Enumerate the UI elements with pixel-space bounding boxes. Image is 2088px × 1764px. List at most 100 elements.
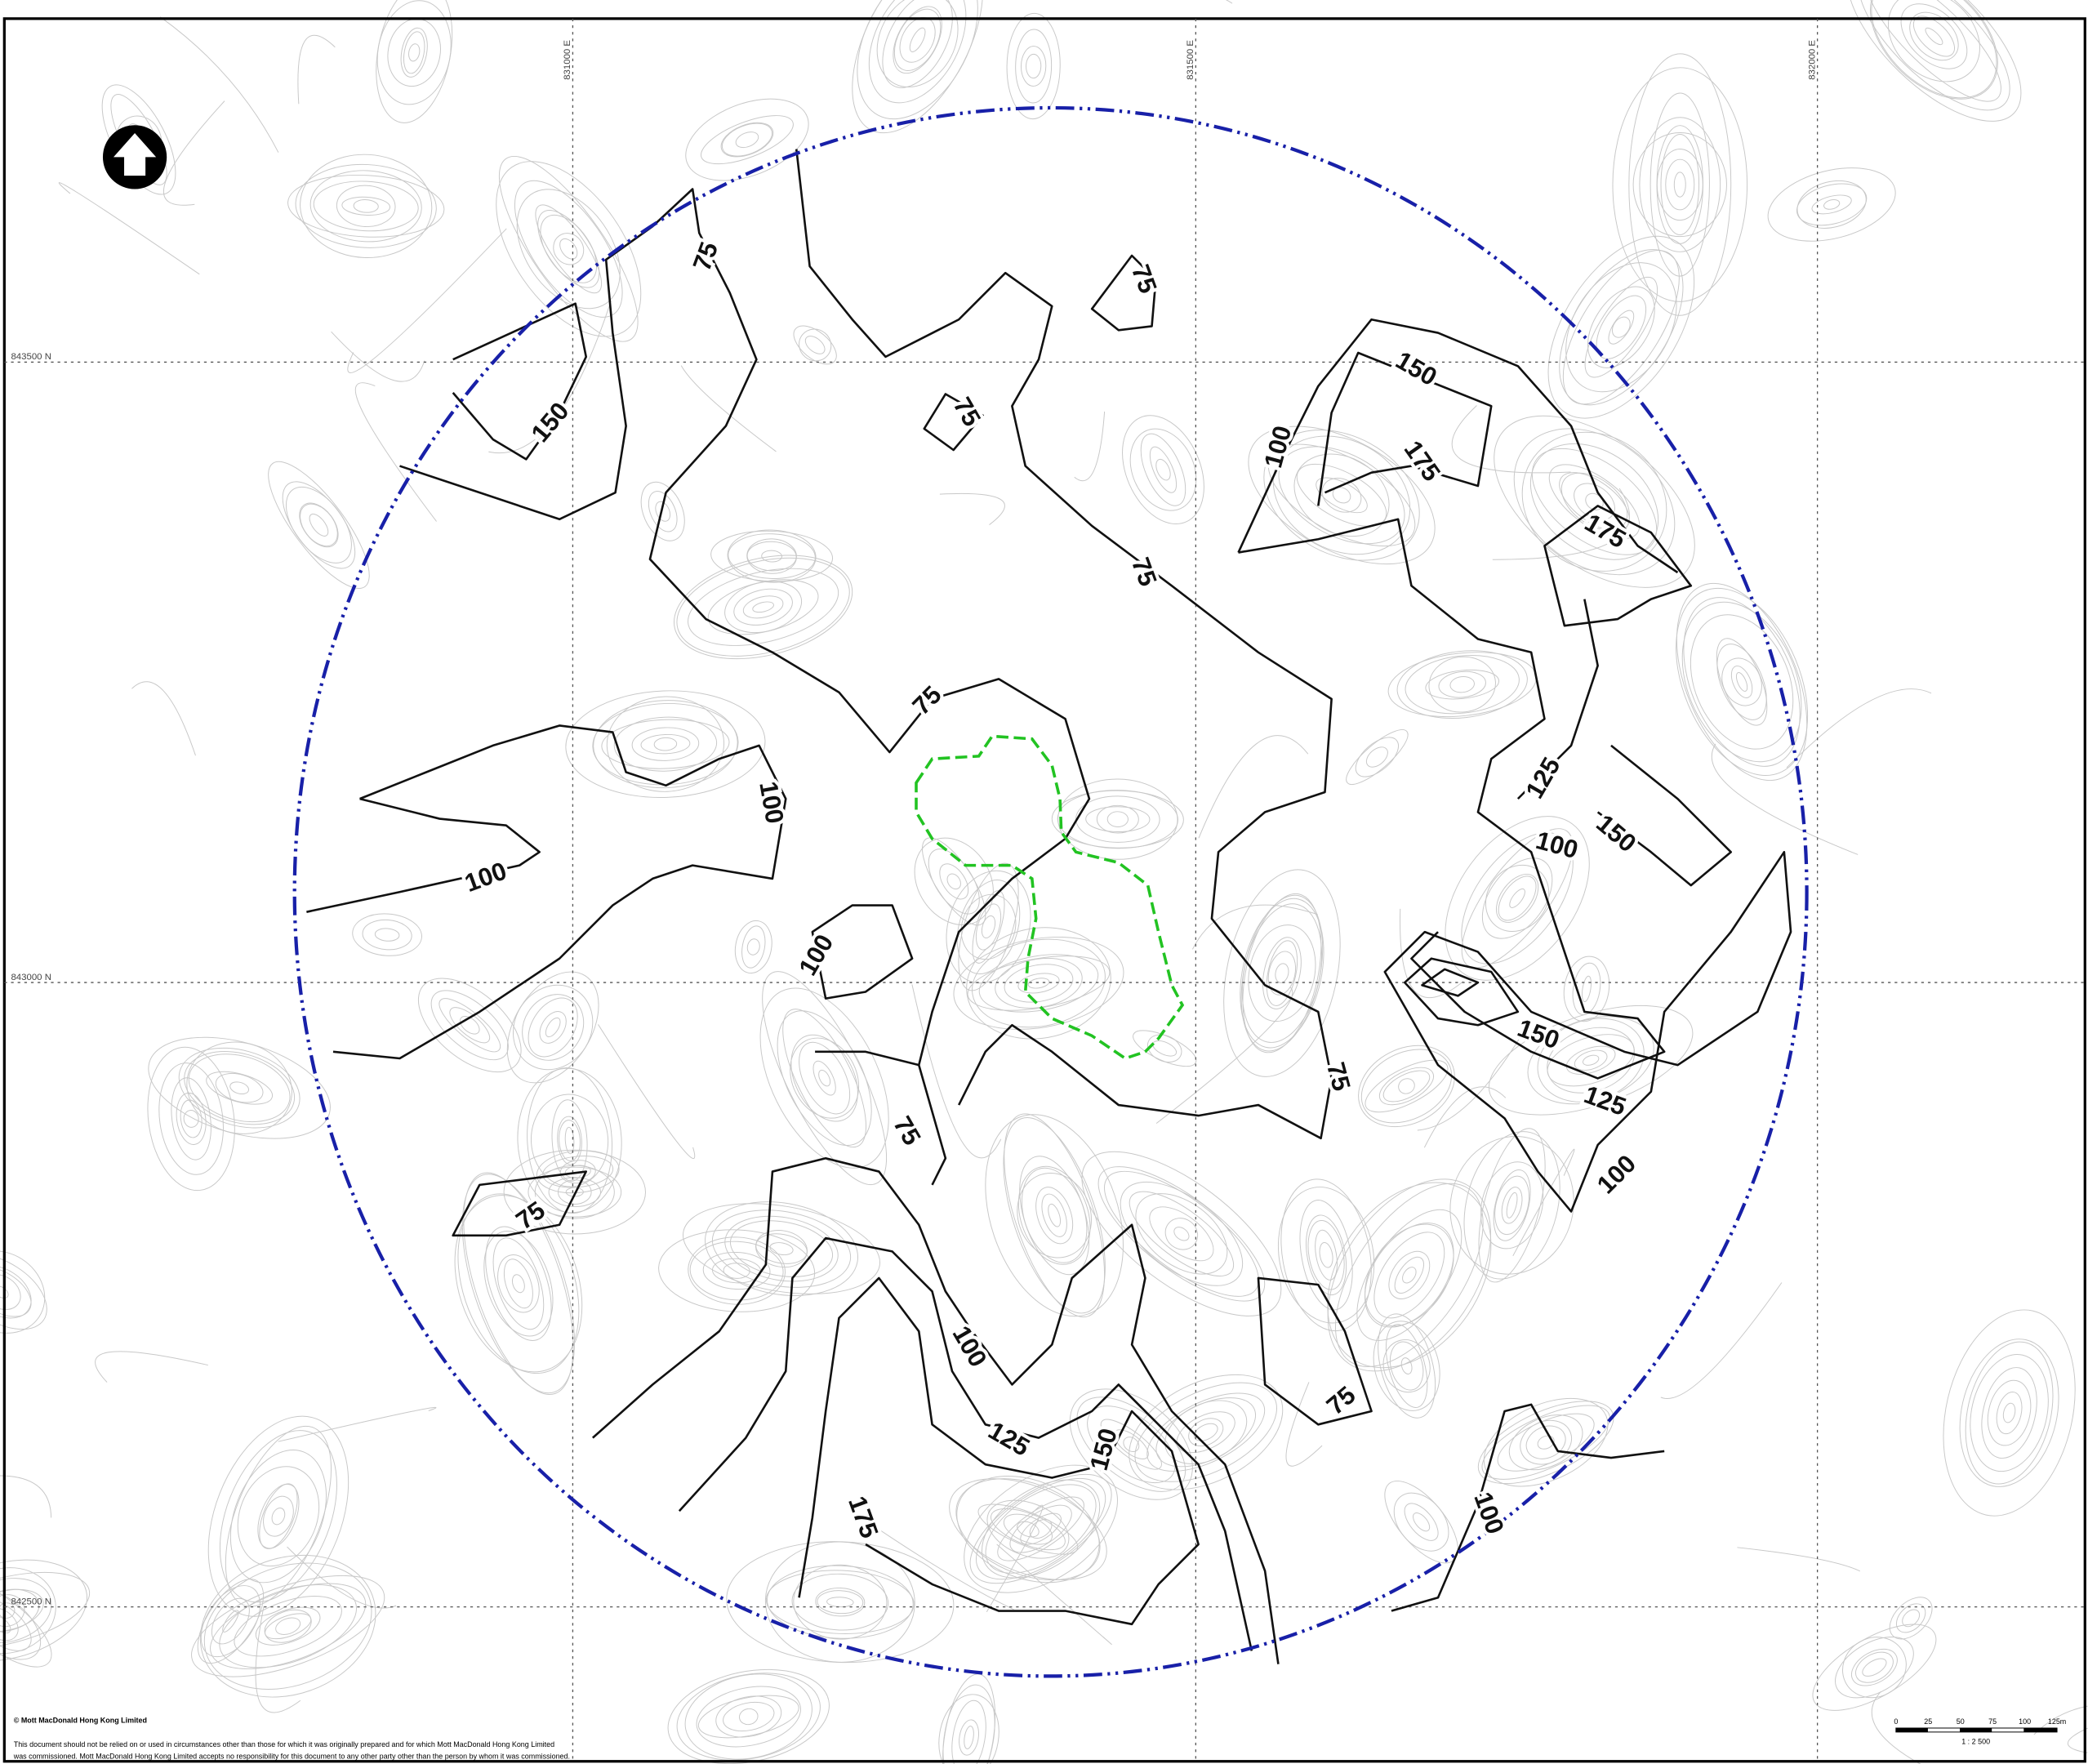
- topo-line: [715, 1695, 782, 1738]
- topo-line: [1267, 443, 1416, 547]
- topo-line: [417, 978, 522, 1073]
- topo-line: [1565, 262, 1677, 393]
- topo-line: [215, 1072, 264, 1103]
- contour-line: [1257, 1276, 1373, 1426]
- topo-line: [790, 1034, 858, 1122]
- topo-line: [893, 8, 942, 71]
- topo-line: [1394, 1256, 1424, 1294]
- topo-line: [1057, 778, 1178, 860]
- topo-line: [1632, 131, 1727, 238]
- topo-line: [1272, 435, 1411, 555]
- topo-line: [203, 1562, 372, 1690]
- topo-line: [1501, 1187, 1523, 1224]
- road-line: [1871, 1691, 1921, 1764]
- road-line: [131, 681, 196, 756]
- contour-line: [1090, 254, 1157, 332]
- topo-line: [1164, 1218, 1199, 1250]
- topo-line: [1497, 1413, 1595, 1472]
- topo-line: [376, 0, 453, 123]
- topo-line: [1355, 737, 1399, 777]
- topo-line: [1129, 428, 1197, 511]
- topo-line: [1048, 1203, 1062, 1227]
- topo-line: [1660, 134, 1700, 236]
- topo-line: [1017, 1521, 1040, 1538]
- contour-line: [591, 1156, 1280, 1664]
- contour-line: [306, 797, 541, 913]
- topo-line: [0, 1588, 42, 1660]
- topo-line: [1120, 1181, 1244, 1286]
- topo-line: [1572, 962, 1601, 1016]
- topo-line: [1277, 1187, 1375, 1324]
- topo-line: [457, 1193, 580, 1374]
- topo-line: [1560, 472, 1628, 531]
- topo-line: [0, 1559, 88, 1662]
- topo-line: [257, 1483, 300, 1549]
- topo-line: [1146, 1034, 1182, 1063]
- topo-line: [1681, 601, 1802, 763]
- topo-line: [1004, 964, 1074, 1003]
- topo-line: [439, 998, 501, 1053]
- topo-line: [1123, 1437, 1140, 1452]
- road-line: [287, 1546, 397, 1609]
- topo-line: [799, 328, 832, 362]
- topo-line: [793, 325, 837, 365]
- contour-line: [1317, 351, 1493, 506]
- topo-line: [234, 1596, 342, 1657]
- topo-line: [761, 550, 782, 563]
- contour-line: [795, 149, 1333, 1140]
- road-line: [1786, 688, 1932, 768]
- topo-line: [711, 1209, 852, 1288]
- road-line: [1225, 0, 1233, 4]
- road-line: [0, 1475, 52, 1518]
- topo-line: [1057, 790, 1178, 849]
- topo-line: [498, 155, 639, 342]
- topo-line: [496, 161, 642, 337]
- topo-line: [2002, 1402, 2016, 1423]
- road-line: [255, 1606, 301, 1713]
- topo-line: [1611, 316, 1631, 338]
- topo-line: [1133, 1030, 1197, 1067]
- study-area-boundary: [292, 105, 1809, 1678]
- topo-line: [606, 696, 725, 792]
- topo-line: [1122, 415, 1204, 525]
- topo-line: [1565, 1045, 1616, 1075]
- topo-line: [1639, 117, 1721, 252]
- topo-line: [1596, 295, 1647, 359]
- contour-line: [678, 1236, 1253, 1651]
- topo-line: [817, 1590, 864, 1615]
- topo-line: [1730, 665, 1753, 698]
- topo-line: [1096, 804, 1139, 834]
- topo-line: [1981, 1367, 2037, 1459]
- topo-line: [1382, 1070, 1431, 1102]
- topo-line: [1003, 1117, 1106, 1314]
- topo-line: [1513, 428, 1676, 576]
- road-line: [1660, 1282, 1783, 1399]
- road-line: [1451, 405, 1571, 474]
- contours: [306, 149, 1792, 1664]
- topo-line: [1425, 669, 1500, 700]
- topo-line: [1889, 1597, 1933, 1640]
- topo-line: [309, 170, 422, 243]
- disclaimer: was commissioned. Mott MacDonald Hong Ko…: [13, 1752, 570, 1760]
- topo-line: [0, 1597, 32, 1651]
- topo-line: [527, 1067, 612, 1214]
- topo-line: [0, 1250, 46, 1334]
- topo-line: [178, 1047, 301, 1129]
- topo-line: [1902, 1609, 1921, 1628]
- topo-line: [1015, 29, 1053, 104]
- topo-line: [454, 1195, 583, 1373]
- topo-line: [565, 690, 766, 799]
- topo-line: [259, 1483, 298, 1549]
- topo-line: [702, 1251, 771, 1290]
- topo-line: [922, 837, 986, 926]
- topo-line: [1280, 1178, 1372, 1332]
- scale-tick-label: 100: [2019, 1717, 2031, 1726]
- topo-line: [1135, 1193, 1228, 1275]
- topo-line: [1676, 587, 1809, 777]
- topo-line: [1862, 1658, 1887, 1677]
- scale-tick-label: 125m: [2048, 1717, 2066, 1726]
- topo-line: [738, 1708, 759, 1726]
- topo-line: [1463, 1131, 1560, 1280]
- topo-line: [564, 1165, 591, 1179]
- topo-line: [264, 1609, 312, 1643]
